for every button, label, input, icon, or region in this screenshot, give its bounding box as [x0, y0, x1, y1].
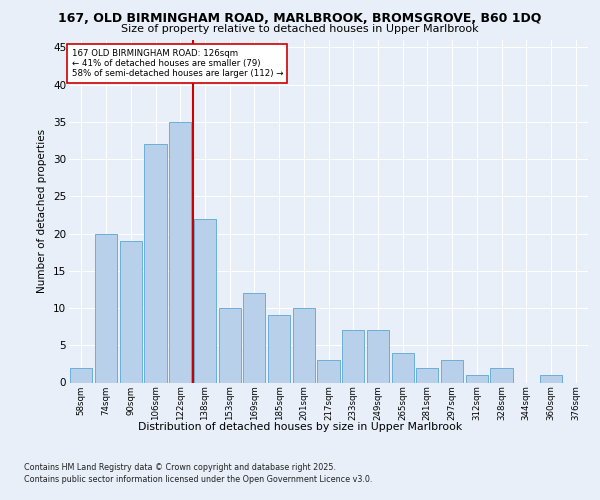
- Bar: [218, 308, 241, 382]
- Bar: [194, 218, 216, 382]
- Bar: [293, 308, 315, 382]
- Text: Distribution of detached houses by size in Upper Marlbrook: Distribution of detached houses by size …: [138, 422, 462, 432]
- Text: Contains HM Land Registry data © Crown copyright and database right 2025.: Contains HM Land Registry data © Crown c…: [24, 464, 336, 472]
- Bar: [317, 360, 340, 382]
- Bar: [441, 360, 463, 382]
- Bar: [392, 352, 414, 382]
- Bar: [416, 368, 439, 382]
- Text: 167, OLD BIRMINGHAM ROAD, MARLBROOK, BROMSGROVE, B60 1DQ: 167, OLD BIRMINGHAM ROAD, MARLBROOK, BRO…: [58, 12, 542, 26]
- Text: Contains public sector information licensed under the Open Government Licence v3: Contains public sector information licen…: [24, 474, 373, 484]
- Bar: [540, 375, 562, 382]
- Bar: [490, 368, 512, 382]
- Bar: [70, 368, 92, 382]
- Bar: [342, 330, 364, 382]
- Text: 167 OLD BIRMINGHAM ROAD: 126sqm
← 41% of detached houses are smaller (79)
58% of: 167 OLD BIRMINGHAM ROAD: 126sqm ← 41% of…: [71, 48, 283, 78]
- Bar: [95, 234, 117, 382]
- Bar: [367, 330, 389, 382]
- Bar: [119, 241, 142, 382]
- Bar: [145, 144, 167, 382]
- Y-axis label: Number of detached properties: Number of detached properties: [37, 129, 47, 294]
- Bar: [169, 122, 191, 382]
- Bar: [466, 375, 488, 382]
- Bar: [243, 293, 265, 382]
- Bar: [268, 316, 290, 382]
- Text: Size of property relative to detached houses in Upper Marlbrook: Size of property relative to detached ho…: [121, 24, 479, 34]
